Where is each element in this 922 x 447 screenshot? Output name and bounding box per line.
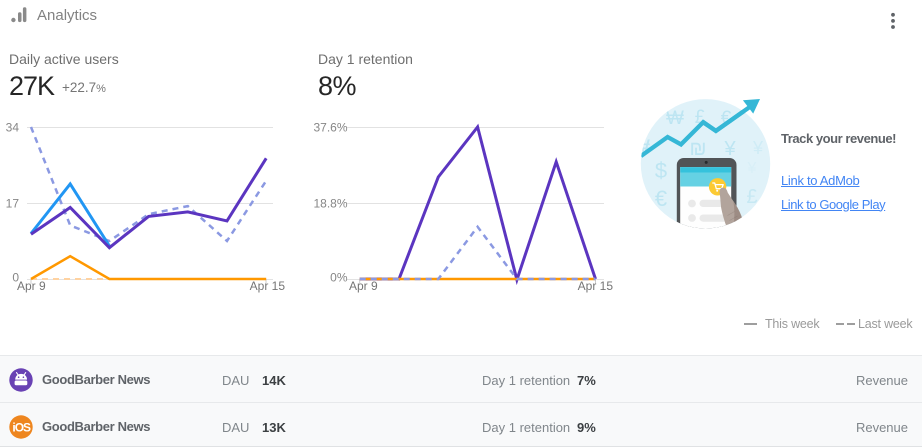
svg-text:18.8%: 18.8%	[313, 197, 347, 211]
svg-text:$: $	[655, 158, 667, 183]
svg-text:₪: ₪	[690, 138, 707, 160]
svg-text:0%: 0%	[330, 271, 348, 285]
svg-text:£: £	[695, 107, 706, 128]
svg-text:₩: ₩	[666, 108, 684, 129]
svg-text:¥: ¥	[723, 138, 736, 160]
svg-text:34: 34	[6, 121, 20, 135]
svg-text:€: €	[721, 108, 732, 129]
svg-text:¥: ¥	[747, 160, 757, 177]
svg-text:Apr 9: Apr 9	[349, 279, 378, 293]
svg-text:€: €	[655, 186, 667, 211]
svg-text:37.6%: 37.6%	[313, 121, 347, 135]
svg-text:£: £	[746, 186, 757, 208]
svg-text:Apr 15: Apr 15	[578, 279, 614, 293]
svg-text:₩: ₩	[630, 136, 650, 159]
svg-text:Apr 9: Apr 9	[17, 279, 46, 293]
svg-text:0: 0	[12, 271, 19, 285]
svg-text:17: 17	[6, 197, 20, 211]
svg-text:Apr 15: Apr 15	[250, 279, 286, 293]
svg-text:iOS: iOS	[12, 421, 31, 435]
svg-text:¥: ¥	[752, 138, 764, 158]
